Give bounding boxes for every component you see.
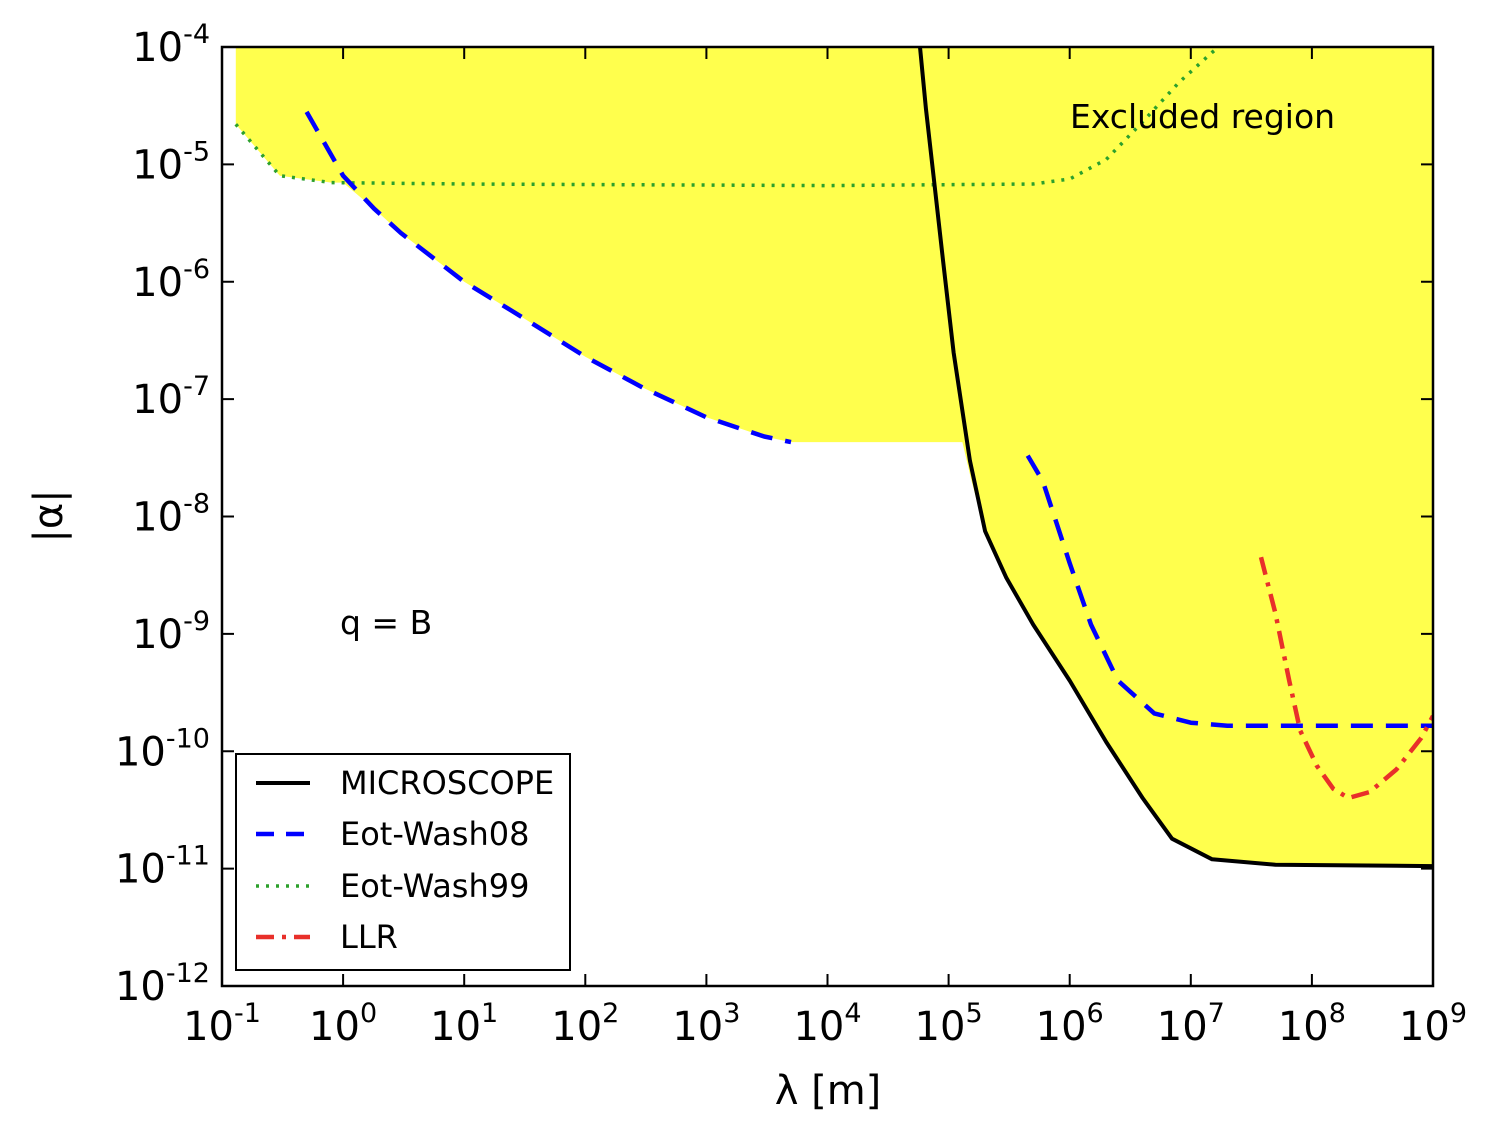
- y-axis-title: |α|: [26, 489, 72, 542]
- y-tick-label: 10-11: [115, 841, 210, 893]
- y-tick-label: 10-7: [132, 371, 210, 423]
- series-line-microscope: [918, 47, 1433, 869]
- x-tick-label: 106: [1036, 998, 1104, 1050]
- x-axis-title: λ [m]: [775, 1068, 882, 1114]
- excluded-region-fill: [235, 47, 1433, 867]
- legend-label-eot-wash08: Eot-Wash08: [340, 815, 529, 853]
- x-tick-label: 107: [1157, 998, 1225, 1050]
- y-tick-label: 10-10: [115, 723, 210, 775]
- legend-box: [235, 753, 571, 971]
- annotation-excluded-region: Excluded region: [1070, 97, 1335, 136]
- x-tick-label: 104: [793, 998, 861, 1050]
- y-tick-label: 10-8: [132, 489, 210, 541]
- x-tick-label: 103: [672, 998, 740, 1050]
- y-tick-label: 10-4: [132, 19, 210, 71]
- y-tick-label: 10-9: [132, 606, 210, 658]
- legend: MICROSCOPE Eot-Wash08 Eot-Wash99 LLR: [235, 753, 571, 971]
- x-tick-label: 101: [430, 998, 498, 1050]
- series-line-eot-wash08-2: [1025, 454, 1433, 728]
- x-tick-label: 109: [1399, 998, 1467, 1050]
- y-tick-label: 10-5: [132, 136, 210, 188]
- x-tick-label: 108: [1278, 998, 1346, 1050]
- y-tick-label: 10-6: [132, 254, 210, 306]
- series-line-eot-wash99: [234, 47, 1220, 188]
- y-tick-label: 10-12: [115, 958, 210, 1010]
- series-line-llr: [1258, 556, 1433, 801]
- x-tick-label: 105: [915, 998, 983, 1050]
- x-tick-label: 10-1: [183, 998, 261, 1050]
- legend-label-eot-wash99: Eot-Wash99: [340, 867, 529, 905]
- legend-label-microscope: MICROSCOPE: [340, 764, 554, 802]
- excluded-region-layer: [235, 47, 1433, 867]
- series-line-eot-wash08-1: [304, 110, 792, 445]
- annotation-q-equals-b: q = B: [340, 603, 432, 642]
- x-tick-label: 100: [309, 998, 377, 1050]
- x-tick-label: 102: [551, 998, 619, 1050]
- tick-layer: 10-1 100 101 102 103 104 105 106 107 108 109 10-4 10…: [115, 19, 1467, 1050]
- legend-label-llr: LLR: [340, 918, 398, 956]
- series-layer: [234, 47, 1433, 869]
